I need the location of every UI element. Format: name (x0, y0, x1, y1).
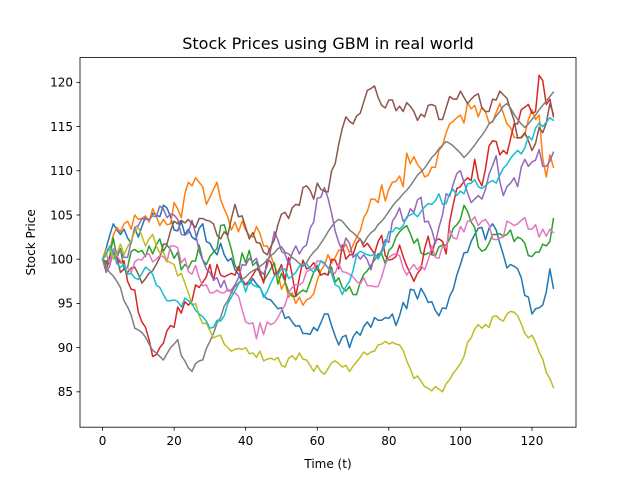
x-tick-label: 80 (381, 434, 396, 448)
x-tick-label: 120 (521, 434, 544, 448)
y-tick-label: 90 (58, 341, 73, 355)
series-line-5 (101, 148, 555, 292)
series-line-9 (101, 226, 555, 393)
chart-title: Stock Prices using GBM in real world (182, 34, 474, 53)
series-line-1 (101, 204, 555, 349)
x-axis-label: Time (t) (303, 457, 351, 471)
series-line-10 (101, 116, 555, 329)
y-tick-label: 100 (50, 253, 73, 267)
y-axis-label: Stock Price (24, 209, 38, 275)
series-line-8 (101, 91, 555, 373)
x-tick-label: 40 (238, 434, 253, 448)
x-axis: 0 20 40 60 80 100 120 (99, 427, 544, 448)
series-line-6 (101, 85, 555, 284)
series-layer (101, 74, 555, 393)
y-tick-label: 95 (58, 297, 73, 311)
series-line-2 (101, 101, 555, 306)
x-tick-label: 20 (166, 434, 181, 448)
y-tick-label: 115 (50, 120, 73, 134)
y-tick-label: 120 (50, 76, 73, 90)
y-tick-label: 105 (50, 208, 73, 222)
series-line-4 (101, 74, 555, 358)
x-tick-label: 100 (449, 434, 472, 448)
x-tick-label: 60 (310, 434, 325, 448)
plot-frame (79, 57, 577, 428)
y-axis: 85 90 95 100 105 110 115 120 (50, 76, 80, 399)
y-tick-label: 85 (58, 385, 73, 399)
y-tick-label: 110 (50, 164, 73, 178)
x-tick-label: 0 (99, 434, 107, 448)
